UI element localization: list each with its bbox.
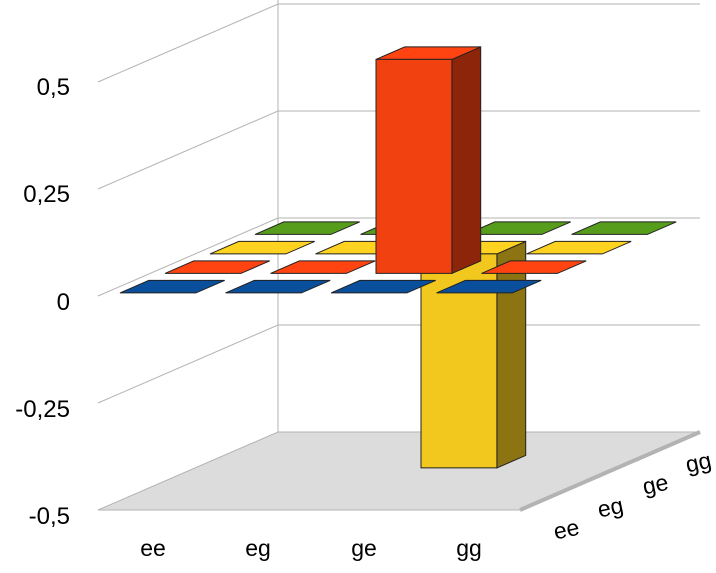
y-tick-label: 0,25 [23,181,70,208]
bar-flat [254,221,360,235]
bar-flat [209,240,315,255]
chart-bars [119,46,677,469]
bar-flat [465,221,571,235]
x-category-label: ee [140,535,166,561]
bar-flat [481,260,587,274]
bar-flat [571,221,677,235]
y-tick-label: -0,5 [29,503,70,530]
grid-line [97,3,700,83]
bar-flat [436,279,542,294]
bar-side [451,46,482,275]
grid-line [97,217,700,297]
y-tick-label: -0,25 [15,396,70,423]
grid-line [97,431,700,511]
grid-line [97,324,700,404]
y-tick-label: 0,5 [37,74,70,101]
x-category-label: ge [351,535,377,561]
depth-category-label: gg [683,447,713,478]
bar-front [420,253,498,469]
x-category-axis: ee eg ge gg [140,535,482,561]
x-category-label: gg [456,535,482,561]
x-category-label: eg [245,535,271,561]
depth-category-label: ee [551,514,581,545]
value-axis: 0,5 0,25 0 -0,25 -0,5 [15,74,70,530]
depth-category-label: ge [640,469,670,500]
grid-line [97,110,700,190]
bar-flat [270,260,376,274]
bar-flat [526,240,632,255]
bar-flat [119,279,225,294]
depth-category-label: eg [595,492,625,523]
chart-floor [98,432,700,510]
bar-flat [225,279,331,294]
y-tick-label: 0 [57,289,70,316]
depth-category-axis: ee eg ge gg [551,447,713,545]
bar-front [375,58,453,274]
floor-edge [519,430,701,512]
bar-side [496,240,527,469]
bar-flat [330,279,436,294]
chart-walls [97,0,701,512]
bar-flat [164,260,270,274]
